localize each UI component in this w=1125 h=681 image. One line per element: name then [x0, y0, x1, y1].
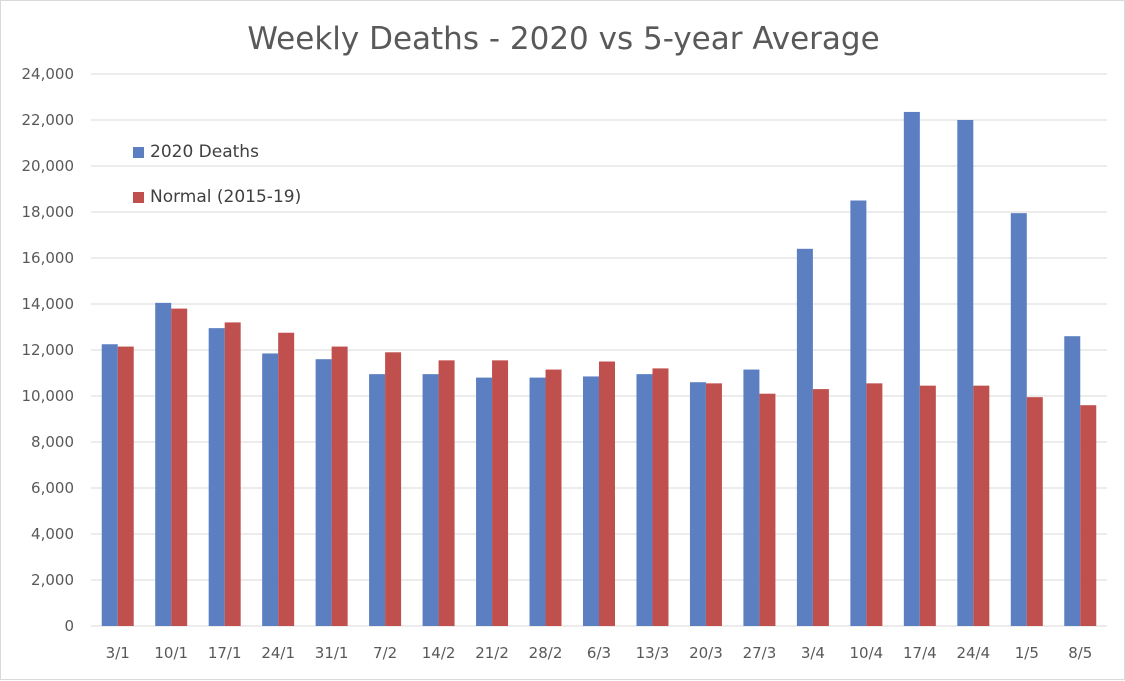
y-tick-label: 18,000	[22, 203, 75, 221]
legend-swatch-normal	[133, 191, 144, 203]
bar-normal	[385, 352, 402, 626]
bar-2020-deaths	[208, 328, 225, 626]
y-tick-label: 2,000	[31, 571, 74, 589]
y-tick-label: 8,000	[31, 433, 74, 451]
bar-2020-deaths	[155, 302, 172, 626]
bar-normal	[545, 369, 562, 626]
bar-normal	[919, 385, 936, 626]
legend-swatch-2020-deaths	[133, 146, 144, 158]
y-tick-label: 16,000	[22, 249, 75, 267]
bar-normal	[331, 346, 348, 626]
x-tick-label: 24/4	[956, 644, 990, 662]
bar-2020-deaths	[850, 200, 867, 626]
bar-normal	[652, 368, 669, 626]
bar-2020-deaths	[476, 377, 493, 626]
x-tick-label: 21/2	[475, 644, 509, 662]
bars	[101, 111, 1097, 627]
x-tick-label: 27/3	[743, 644, 777, 662]
x-axis-tick-labels: 3/1 10/1 17/1 24/1 31/1 7/2 14/2 21/2 28/2 6/3 13/…	[106, 644, 1093, 662]
bar-normal	[492, 360, 509, 626]
bar-2020-deaths	[957, 120, 974, 626]
legend-item-2020-deaths: 2020 Deaths	[133, 141, 301, 163]
x-tick-label: 3/4	[801, 644, 825, 662]
x-tick-label: 6/3	[587, 644, 611, 662]
x-tick-label: 17/4	[903, 644, 937, 662]
bar-normal	[599, 361, 615, 626]
bar-normal	[759, 393, 776, 626]
bar-normal	[973, 385, 990, 626]
bar-2020-deaths	[583, 376, 599, 626]
bar-normal	[117, 346, 134, 626]
bar-normal	[812, 389, 829, 626]
y-axis-tick-labels: 0 2,000 4,000 6,000 8,000 10,000 12,000 14,000 1…	[22, 65, 75, 635]
x-tick-label: 20/3	[689, 644, 723, 662]
x-tick-label: 13/3	[636, 644, 670, 662]
bar-normal	[1080, 405, 1097, 626]
x-tick-label: 24/1	[261, 644, 295, 662]
bar-2020-deaths	[315, 359, 332, 626]
x-tick-label: 31/1	[315, 644, 349, 662]
bar-normal	[438, 360, 455, 626]
x-tick-label: 17/1	[208, 644, 242, 662]
y-tick-label: 12,000	[22, 341, 75, 359]
bar-2020-deaths	[529, 377, 546, 626]
y-tick-label: 6,000	[31, 479, 74, 497]
y-tick-label: 20,000	[22, 157, 75, 175]
legend-label-2020-deaths: 2020 Deaths	[150, 142, 259, 162]
x-tick-label: 1/5	[1015, 644, 1039, 662]
y-tick-label: 4,000	[31, 525, 74, 543]
legend-label-normal: Normal (2015-19)	[150, 187, 302, 207]
bar-2020-deaths	[262, 353, 279, 626]
y-tick-label: 22,000	[22, 111, 75, 129]
bar-normal	[278, 332, 295, 626]
bar-normal	[705, 383, 722, 626]
bar-2020-deaths	[369, 374, 386, 626]
x-tick-label: 14/2	[422, 644, 456, 662]
y-tick-label: 10,000	[22, 387, 75, 405]
bar-2020-deaths	[636, 374, 653, 626]
x-tick-label: 28/2	[529, 644, 563, 662]
x-tick-label: 7/2	[373, 644, 397, 662]
y-tick-label: 14,000	[22, 295, 75, 313]
bar-normal	[224, 322, 241, 626]
bar-normal	[1026, 397, 1043, 626]
legend-item-normal: Normal (2015-19)	[133, 186, 301, 208]
bar-2020-deaths	[743, 369, 760, 626]
bar-2020-deaths	[1064, 336, 1081, 626]
x-tick-label: 3/1	[106, 644, 130, 662]
bar-2020-deaths	[1010, 213, 1027, 626]
x-tick-label: 8/5	[1068, 644, 1092, 662]
legend: 2020 Deaths Normal (2015-19)	[133, 141, 301, 231]
bar-2020-deaths	[903, 111, 920, 626]
y-tick-label: 0	[64, 617, 74, 635]
y-tick-label: 24,000	[22, 65, 75, 83]
chart-title: Weekly Deaths - 2020 vs 5-year Average	[247, 21, 880, 57]
x-tick-label: 10/4	[850, 644, 884, 662]
bar-2020-deaths	[101, 344, 118, 626]
bar-2020-deaths	[422, 374, 439, 626]
bar-2020-deaths	[689, 382, 706, 626]
x-tick-label: 10/1	[154, 644, 188, 662]
bar-normal	[866, 383, 883, 626]
bar-normal	[171, 308, 188, 626]
bar-2020-deaths	[796, 248, 813, 627]
